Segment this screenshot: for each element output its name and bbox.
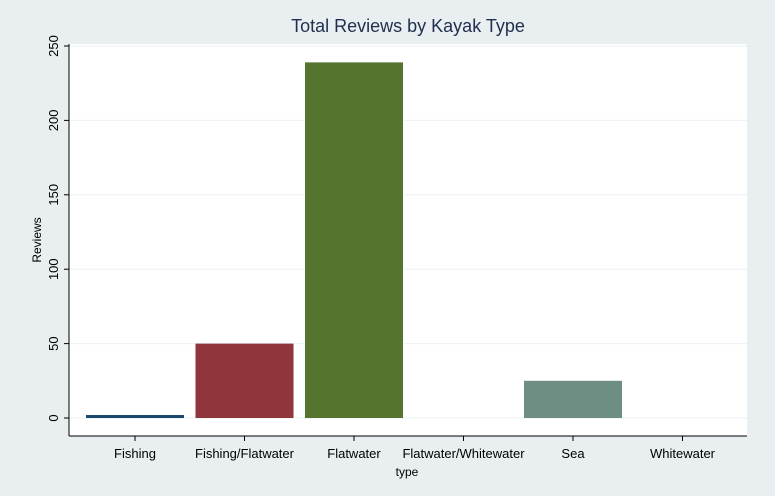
y-tick-label: 150 xyxy=(46,184,61,206)
chart-title: Total Reviews by Kayak Type xyxy=(291,16,525,36)
x-tick-label: Fishing xyxy=(114,446,156,461)
x-tick-label: Fishing/Flatwater xyxy=(195,446,295,461)
y-tick-label: 50 xyxy=(46,336,61,350)
y-tick-label: 200 xyxy=(46,110,61,132)
x-tick-layer: Fishing Fishing/Flatwater Flatwater Flatwat… xyxy=(114,436,716,461)
x-tick-label: Flatwater/Whitewater xyxy=(402,446,525,461)
grid-layer xyxy=(69,45,747,419)
x-tick-label: Whitewater xyxy=(650,446,716,461)
y-axis-label: Reviews xyxy=(30,217,44,262)
y-tick-layer: 0 50 100 150 200 250 xyxy=(46,35,69,422)
x-tick-label: Flatwater xyxy=(327,446,381,461)
x-tick-label: Sea xyxy=(561,446,585,461)
y-tick-label: 250 xyxy=(46,35,61,57)
bar-fishing xyxy=(86,415,184,418)
bar-layer xyxy=(86,62,622,418)
y-tick-label: 0 xyxy=(46,414,61,421)
y-tick-label: 100 xyxy=(46,258,61,280)
bar-sea xyxy=(524,380,622,418)
x-axis-label: type xyxy=(396,465,419,479)
bar-flatwater xyxy=(305,62,403,418)
bar-fishing-flatwater xyxy=(195,343,294,418)
plot-area xyxy=(69,44,747,436)
